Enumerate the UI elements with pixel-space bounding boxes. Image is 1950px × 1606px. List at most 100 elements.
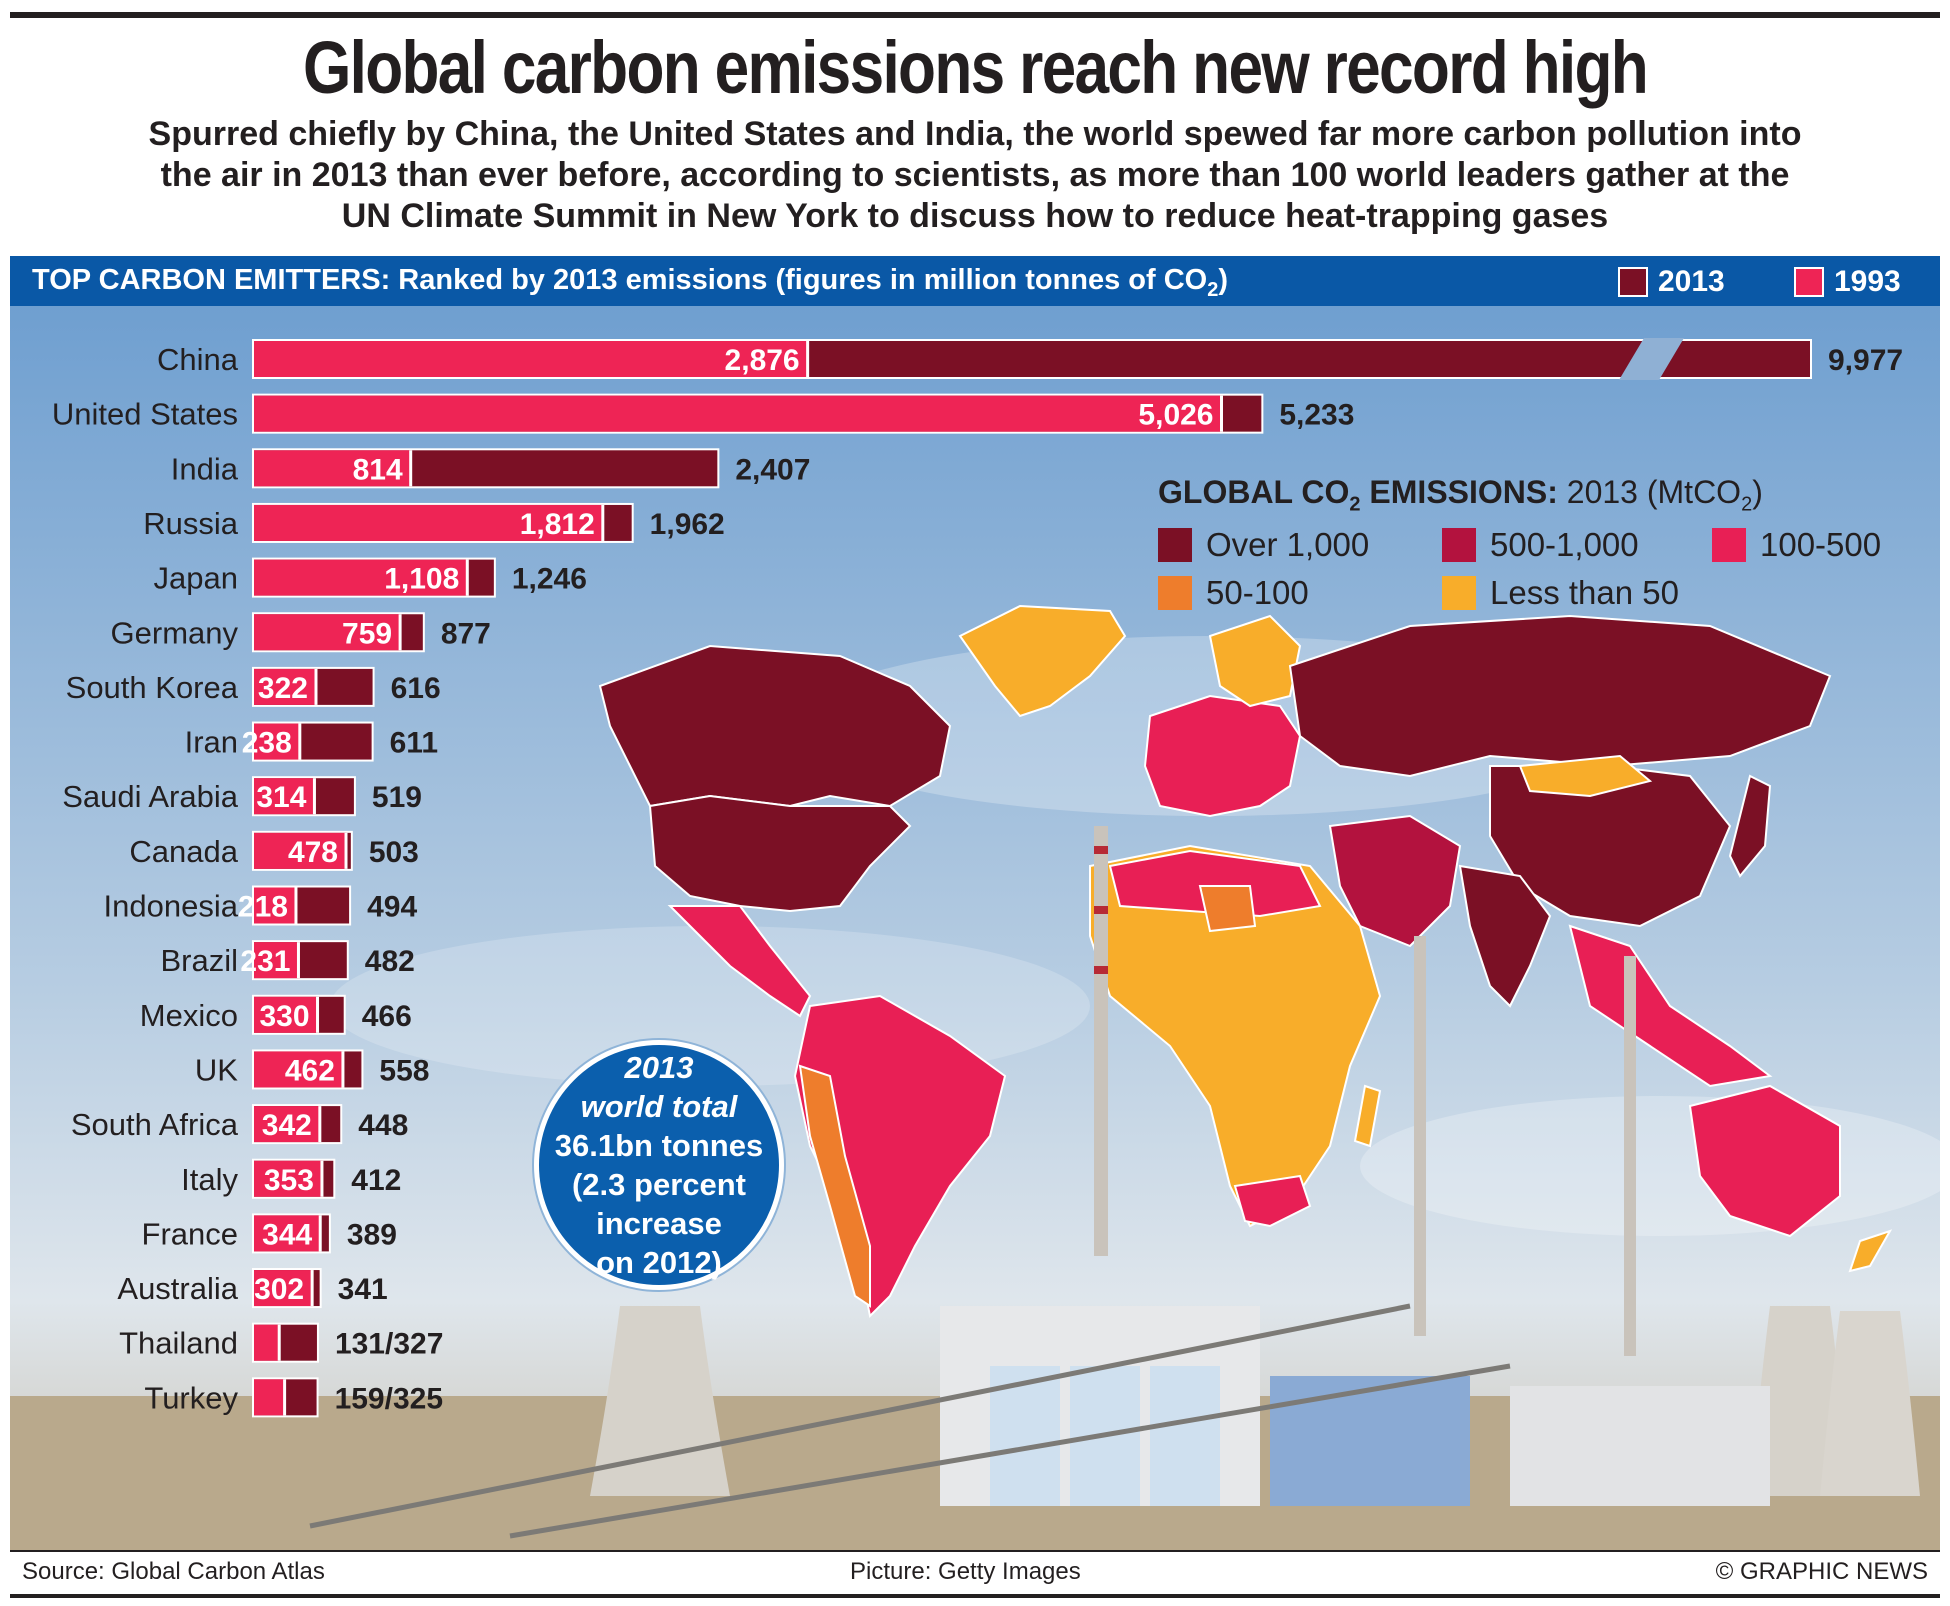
- bar-value-2013: 159/325: [335, 1382, 443, 1415]
- legend-2013-label: 2013: [1658, 265, 1725, 298]
- category-label: Russia: [143, 506, 239, 541]
- picture-credit: Picture: Getty Images: [850, 1558, 1081, 1585]
- bar-value-2013: 1,962: [650, 508, 725, 541]
- map-legend-item: 100-500: [1712, 526, 1881, 564]
- bubble-total: 36.1bn tonnes: [554, 1128, 764, 1163]
- bar-value-2013: 341: [338, 1273, 388, 1306]
- map-legend-swatch: [1712, 528, 1746, 563]
- map-greenland: [958, 604, 1127, 718]
- chart-title: TOP CARBON EMITTERS: Ranked by 2013 emis…: [32, 264, 1228, 302]
- bar-value-1993: 462: [285, 1054, 335, 1087]
- bar-value-2013: 466: [362, 1000, 412, 1033]
- map-southeast-asia: [1568, 924, 1773, 1088]
- bar-value-2013: 494: [367, 891, 417, 924]
- chimney-stripe: [1094, 846, 1108, 854]
- chart-title-subscript: 2: [1207, 278, 1219, 301]
- bar-value-2013: 611: [390, 727, 438, 760]
- bubble-change-line: on 2012): [596, 1245, 722, 1280]
- bar-1993: [254, 1379, 285, 1416]
- footer-rule: [10, 1550, 1940, 1552]
- bar-1993: [254, 1160, 322, 1197]
- bar-value-1993: 238: [242, 727, 292, 760]
- bar-value-2013: 503: [369, 836, 419, 869]
- bar-1993: [254, 614, 401, 651]
- category-label: Canada: [129, 834, 238, 869]
- bar-1993: [254, 832, 347, 869]
- bar-value-1993: 322: [258, 672, 308, 705]
- chart-title-text: TOP CARBON EMITTERS: Ranked by 2013 emis…: [32, 264, 1208, 296]
- axis-break: [1619, 338, 1684, 380]
- bar-1993: [254, 559, 468, 596]
- chimney: [1094, 826, 1108, 1256]
- bar-value-2013: 131/327: [335, 1328, 443, 1361]
- plant-building: [1270, 1376, 1470, 1506]
- category-label: Japan: [154, 561, 238, 596]
- map-legend-label: 50-100: [1206, 574, 1309, 612]
- bar-value-2013: 389: [347, 1218, 397, 1251]
- map-usa: [648, 794, 912, 913]
- map-legend-swatch: [1442, 528, 1476, 563]
- bar-1993: [254, 887, 296, 924]
- category-label: United States: [52, 397, 238, 432]
- map-north-africa: [1108, 849, 1322, 918]
- bar-value-1993: 218: [238, 891, 288, 924]
- category-label: Indonesia: [104, 889, 239, 924]
- chart-title-end: ): [1218, 264, 1229, 296]
- subtitle-line: the air in 2013 than ever before, accord…: [160, 156, 1790, 194]
- map-india: [1458, 864, 1552, 1008]
- map-canada: [598, 644, 952, 808]
- plant-building: [1510, 1386, 1770, 1506]
- source-note: Source: Global Carbon Atlas: [22, 1558, 325, 1585]
- map-china: [1489, 765, 1732, 928]
- chimney: [1624, 956, 1636, 1356]
- legend-1993-swatch: [1794, 267, 1824, 297]
- category-label: South Africa: [71, 1107, 239, 1142]
- bar-value-2013: 558: [379, 1054, 429, 1087]
- map-japan: [1728, 774, 1772, 878]
- bar-1993: [254, 1106, 320, 1143]
- bar-value-1993: 2,876: [725, 344, 800, 377]
- map-legend-swatch: [1158, 576, 1192, 611]
- bar-value-1993: 302: [254, 1273, 304, 1306]
- map-middle-east: [1328, 814, 1462, 948]
- bar-value-1993: 1,108: [384, 563, 459, 596]
- bar-1993: [254, 1324, 280, 1361]
- map-legend-label: Less than 50: [1490, 574, 1679, 612]
- page-subtitle: Spurred chiefly by China, the United Sta…: [20, 114, 1930, 237]
- bubble-change-line: (2.3 percent: [571, 1167, 746, 1202]
- page-title: Global carbon emissions reach new record…: [302, 26, 1649, 109]
- category-label: France: [142, 1216, 238, 1251]
- bar-value-1993: 5,026: [1138, 399, 1213, 432]
- map-south-africa: [1233, 1174, 1312, 1228]
- bar-1993: [254, 1215, 321, 1252]
- chimney: [1414, 936, 1426, 1336]
- bar-value-2013: 2,407: [735, 453, 810, 486]
- legend-1993: 1993: [1794, 265, 1901, 299]
- category-label: Germany: [111, 615, 239, 650]
- map-legend-swatch: [1158, 528, 1192, 563]
- bar-1993: [254, 942, 299, 979]
- map-legend-item: Less than 50: [1442, 574, 1679, 612]
- bar-value-2013: 5,233: [1279, 399, 1354, 432]
- bar-1993: [254, 504, 603, 541]
- category-label: Saudi Arabia: [62, 779, 239, 814]
- world-total-bubble: 2013 world total 36.1bn tonnes (2.3 perc…: [534, 1040, 784, 1290]
- bar-value-1993: 314: [256, 781, 306, 814]
- bar-value-2013: 1,246: [512, 563, 587, 596]
- legend-2013-swatch: [1618, 267, 1648, 297]
- top-rule: [10, 12, 1940, 18]
- bar-value-2013: 482: [365, 945, 415, 978]
- subtitle-line: UN Climate Summit in New York to discuss…: [341, 197, 1609, 235]
- map-mexico-central-america: [667, 905, 812, 1018]
- bar-value-1993: 342: [262, 1109, 312, 1142]
- bar-value-1993: 353: [264, 1164, 314, 1197]
- category-label: Turkey: [144, 1380, 238, 1415]
- map-legend-title-bold-end: EMISSIONS:: [1360, 474, 1558, 510]
- silo: [1150, 1366, 1220, 1506]
- conveyor: [309, 1303, 1411, 1529]
- bar-1993: [254, 395, 1222, 432]
- cooling-tower: [1820, 1311, 1920, 1496]
- background-scene: [10, 306, 1940, 1550]
- legend-1993-label: 1993: [1834, 265, 1901, 298]
